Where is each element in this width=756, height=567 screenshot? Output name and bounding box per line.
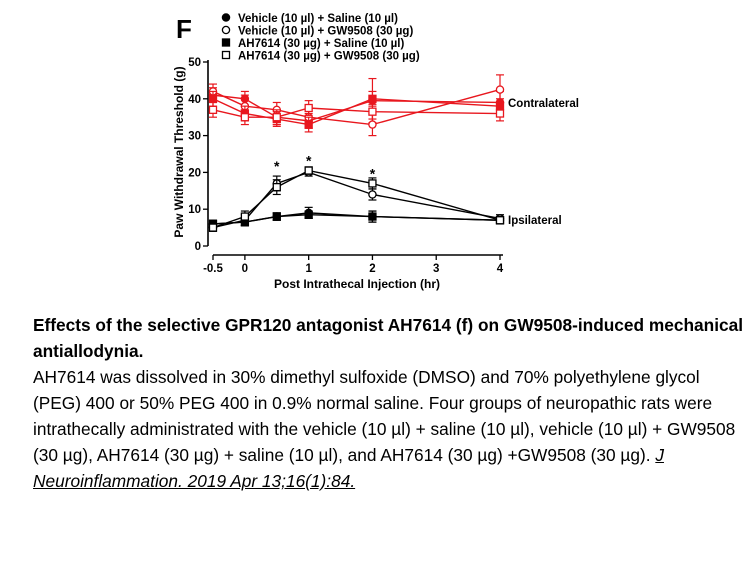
y-tick-label: 10	[188, 204, 201, 216]
y-tick-label: 30	[188, 131, 201, 143]
figure-caption: Effects of the selective GPR120 antagoni…	[33, 312, 748, 494]
legend-marker	[221, 25, 231, 35]
legend: Vehicle (10 µl) + Saline (10 µl)Vehicle …	[221, 13, 420, 63]
data-point	[304, 210, 313, 219]
y-tick-label: 40	[188, 94, 201, 106]
data-point	[368, 190, 377, 199]
caption-title: Effects of the selective GPR120 antagoni…	[33, 315, 744, 361]
data-point	[272, 212, 281, 221]
y-tick-label: 50	[188, 57, 201, 69]
caption-body: AH7614 was dissolved in 30% dimethyl sul…	[33, 364, 748, 494]
data-point	[495, 216, 505, 225]
legend-marker	[221, 50, 231, 60]
data-point	[368, 94, 377, 103]
data-point	[368, 107, 377, 116]
x-axis-label: Post Intrathecal Injection (hr)	[274, 277, 440, 291]
data-point	[304, 103, 313, 113]
x-tick-label: 0	[242, 263, 248, 275]
panel-label: F	[176, 14, 192, 44]
legend-marker	[221, 13, 231, 22]
y-tick-label: 0	[195, 241, 201, 253]
plot-area: Contralateral Ipsilateral * * *	[208, 74, 579, 232]
data-point	[495, 85, 505, 94]
data-point	[368, 120, 377, 129]
series-line	[212, 107, 501, 118]
chart-figure: F Vehicle (10 µl) + Saline (10 µl)Vehicl…	[172, 13, 579, 291]
data-point	[240, 113, 250, 122]
data-point	[272, 182, 281, 192]
series-line	[212, 169, 501, 229]
data-point	[368, 179, 377, 188]
data-point	[304, 120, 313, 129]
x-tick-label: 1	[305, 263, 312, 275]
group-label: Ipsilateral	[508, 215, 562, 227]
series-line	[212, 88, 501, 126]
data-point	[208, 223, 218, 232]
series-line	[212, 214, 501, 225]
y-axis-label: Paw Withdrawal Threshold (g)	[172, 66, 186, 237]
legend-marker	[221, 38, 231, 47]
data-point	[272, 113, 281, 122]
significance-marker: *	[274, 158, 280, 174]
significance-marker: *	[370, 165, 376, 181]
legend-label: Vehicle (10 µl) + GW9508 (30 µg)	[238, 26, 413, 38]
data-point	[368, 212, 377, 221]
group-label: Contralateral	[508, 98, 579, 110]
series-line	[212, 94, 501, 122]
series-line	[212, 171, 501, 229]
citation-link[interactable]: J Neuroinflammation. 2019 Apr 13;16(1):8…	[33, 445, 664, 491]
x-tick-label: 3	[433, 263, 439, 275]
data-point	[208, 94, 218, 103]
data-point	[208, 105, 218, 114]
data-point	[240, 212, 250, 221]
x-tick-label: 2	[369, 263, 375, 275]
legend-label: AH7614 (30 µg) + Saline (10 µl)	[238, 38, 404, 50]
data-point	[495, 109, 505, 118]
x-tick-label: -0.5	[203, 263, 223, 275]
legend-label: Vehicle (10 µl) + Saline (10 µl)	[238, 13, 398, 25]
significance-marker: *	[306, 153, 312, 169]
legend-label: AH7614 (30 µg) + GW9508 (30 µg)	[238, 51, 420, 63]
series-line	[212, 98, 501, 126]
data-point	[304, 166, 313, 175]
caption-text: AH7614 was dissolved in 30% dimethyl sul…	[33, 367, 736, 465]
x-tick-label: 4	[497, 263, 504, 275]
y-tick-label: 20	[188, 167, 201, 179]
